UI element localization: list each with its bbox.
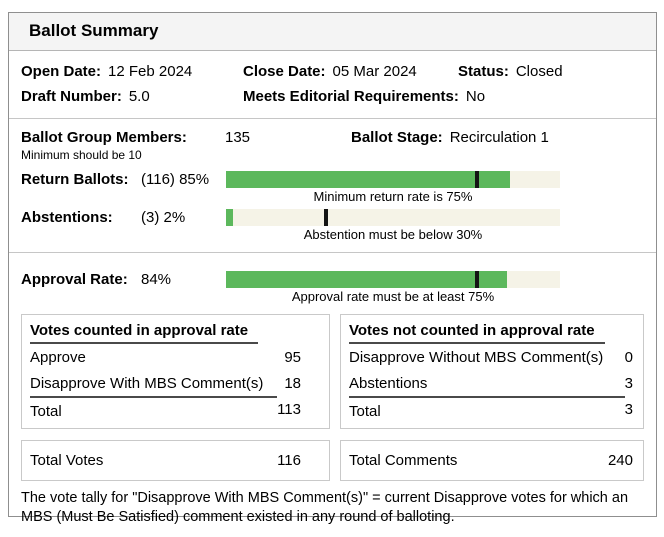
total-label: Total (30, 396, 278, 424)
abstentions-caption: Abstention must be below 30% (303, 227, 483, 242)
status-label: Status: (458, 63, 509, 80)
ballot-stage-field: Ballot Stage: Recirculation 1 (351, 129, 549, 147)
meets-editorial-value: No (465, 88, 486, 105)
return-ballots-label: Return Ballots: (21, 171, 129, 188)
row-value: 95 (284, 349, 301, 366)
close-date-field: Close Date: 05 Mar 2024 (243, 63, 458, 81)
total-comments-box: Total Comments 240 (340, 440, 644, 481)
total-comments-label: Total Comments (349, 452, 458, 469)
page-title: Ballot Summary (29, 21, 159, 40)
approval-rate-bar-fill (226, 271, 507, 288)
ballot-group-members-field: Ballot Group Members: 135 (21, 129, 351, 147)
abstentions-threshold-tick (324, 209, 329, 226)
ballot-group-members-value: 135 (225, 129, 251, 146)
mbs-footnote: The vote tally for "Disapprove With MBS … (21, 490, 629, 526)
approval-threshold-tick (474, 271, 479, 288)
approval-rate-progress-bar (226, 271, 560, 288)
approval-rate-row: Approval Rate: 84% Approval rate must be… (21, 271, 644, 304)
total-value: 113 (277, 401, 301, 418)
abstentions-progress-bar (226, 209, 560, 226)
close-date-value: 05 Mar 2024 (332, 63, 417, 80)
votes-counted-table: Votes counted in approval rate Approve 9… (21, 314, 330, 429)
table-row: Disapprove Without MBS Comment(s) 0 (349, 344, 635, 370)
row-label: Disapprove Without MBS Comment(s) (349, 349, 604, 366)
table-total-row: Total 3 (349, 396, 635, 424)
ballot-summary-panel: Ballot Summary Open Date: 12 Feb 2024 Clo… (8, 12, 657, 525)
return-ballots-bar-group: Minimum return rate is 75% (226, 171, 560, 204)
approval-rate-label: Approval Rate: (21, 271, 128, 288)
ballot-group-section: Ballot Group Members: 135 Ballot Stage: Re… (9, 119, 656, 253)
status-value: Closed (515, 63, 563, 80)
abstentions-value: (3) 2% (141, 209, 186, 226)
total-label: Total (349, 396, 625, 424)
table-row: Abstentions 3 (349, 370, 635, 396)
minimum-members-note: Minimum should be 10 (21, 148, 142, 162)
return-ballots-row: Return Ballots: (116) 85% Minimum return… (21, 171, 644, 204)
draft-number-field: Draft Number: 5.0 (21, 88, 243, 106)
open-date-value: 12 Feb 2024 (108, 63, 193, 80)
approval-rate-value: 84% (141, 271, 172, 288)
meets-editorial-field: Meets Editorial Requirements: No (243, 88, 485, 106)
status-field: Status: Closed (458, 63, 563, 81)
open-date-field: Open Date: 12 Feb 2024 (21, 63, 243, 81)
row-value: 3 (624, 375, 633, 392)
row-label: Approve (30, 349, 86, 366)
vote-tables-row: Votes counted in approval rate Approve 9… (21, 314, 644, 429)
abstentions-label: Abstentions: (21, 209, 113, 226)
panel-header: Ballot Summary (9, 13, 656, 51)
total-votes-value: 116 (277, 452, 301, 469)
return-ballots-value: (116) 85% (141, 171, 210, 188)
meta-row-draft: Draft Number: 5.0 Meets Editorial Require… (21, 88, 644, 106)
total-comments-value: 240 (607, 452, 633, 469)
return-ballots-caption: Minimum return rate is 75% (313, 189, 473, 204)
return-threshold-tick (474, 171, 479, 188)
total-value: 3 (624, 401, 633, 418)
approval-section: Approval Rate: 84% Approval rate must be… (9, 253, 656, 537)
votes-not-counted-header: Votes not counted in approval rate (349, 320, 605, 344)
table-row: Disapprove With MBS Comment(s) 18 (30, 370, 321, 396)
table-row: Approve 95 (30, 344, 321, 370)
draft-number-value: 5.0 (128, 88, 150, 105)
row-label: Disapprove With MBS Comment(s) (30, 375, 264, 392)
row-value: 0 (624, 349, 633, 366)
table-total-row: Total 113 (30, 396, 321, 424)
abstentions-bar-fill (226, 209, 233, 226)
return-ballots-progress-bar (226, 171, 560, 188)
totals-row: Total Votes 116 Total Comments 240 (21, 440, 644, 481)
votes-not-counted-table: Votes not counted in approval rate Disap… (340, 314, 644, 429)
return-ballots-bar-fill (226, 171, 510, 188)
votes-counted-header: Votes counted in approval rate (30, 320, 259, 344)
ballot-stage-value: Recirculation 1 (449, 129, 549, 146)
row-value: 18 (284, 375, 301, 392)
approval-rate-caption: Approval rate must be at least 75% (291, 289, 495, 304)
row-label: Abstentions (349, 375, 428, 392)
draft-number-label: Draft Number: (21, 88, 122, 105)
close-date-label: Close Date: (243, 63, 326, 80)
total-votes-label: Total Votes (30, 452, 104, 469)
abstentions-row: Abstentions: (3) 2% Abstention must be b… (21, 209, 644, 242)
ballot-group-members-label: Ballot Group Members: (21, 129, 187, 146)
meets-editorial-label: Meets Editorial Requirements: (243, 88, 459, 105)
approval-rate-bar-group: Approval rate must be at least 75% (226, 271, 560, 304)
ballot-stage-label: Ballot Stage: (351, 129, 443, 146)
ballot-group-row: Ballot Group Members: 135 Ballot Stage: Re… (21, 129, 644, 147)
meta-row-dates: Open Date: 12 Feb 2024 Close Date: 05 Mar … (21, 63, 644, 81)
open-date-label: Open Date: (21, 63, 102, 80)
total-votes-box: Total Votes 116 (21, 440, 330, 481)
meta-section: Open Date: 12 Feb 2024 Close Date: 05 Mar … (9, 51, 656, 119)
abstentions-bar-group: Abstention must be below 30% (226, 209, 560, 242)
